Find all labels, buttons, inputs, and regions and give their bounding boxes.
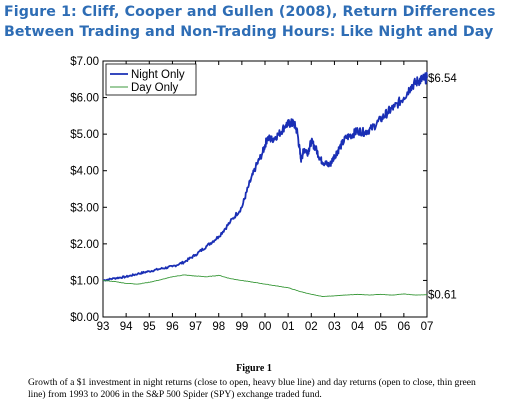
x-tick-label: 05: [374, 321, 387, 333]
caption-text: Growth of a $1 investment in night retur…: [28, 377, 476, 400]
x-tick-label: 95: [143, 321, 156, 333]
plot-border: [102, 60, 428, 318]
figure-heading: Figure 1: Cliff, Cooper and Gullen (2008…: [4, 4, 496, 40]
y-tick-label: $1.00: [70, 275, 99, 287]
x-tick-label: 93: [97, 321, 110, 333]
x-tick-label: 00: [259, 321, 272, 333]
legend-box: [105, 63, 197, 96]
series-day-line: [102, 274, 428, 298]
series-layer: [102, 71, 428, 298]
x-tick-label: 04: [351, 321, 364, 333]
y-tick-label: $3.00: [70, 202, 99, 214]
x-tick-label: 02: [305, 321, 318, 333]
x-tick-label: 97: [189, 321, 202, 333]
plot-frame: [102, 60, 428, 318]
x-tick-label: 94: [120, 321, 133, 333]
line-chart: $0.00 $1.00 $2.00 $3.00 $4.00 $5.00 $6.00 $7.00…: [70, 56, 457, 333]
x-tick-label: 03: [328, 321, 341, 333]
x-tick-label: 96: [166, 321, 179, 333]
y-tick-label: $2.00: [70, 239, 99, 251]
y-tick-label: $7.00: [70, 56, 99, 68]
y-tick-label: $4.00: [70, 166, 99, 178]
x-tick-label: 99: [235, 321, 248, 333]
night-end-label: $6.54: [428, 73, 457, 85]
y-tick-label: $5.00: [70, 129, 99, 141]
x-tick-label: 06: [397, 321, 410, 333]
series-night-line: [102, 71, 428, 282]
x-tick-label: 98: [212, 321, 225, 333]
x-tick-label: 01: [282, 321, 295, 333]
y-tick-label: $6.00: [70, 93, 99, 105]
y-axis: $0.00 $1.00 $2.00 $3.00 $4.00 $5.00 $6.00 $7.00: [70, 56, 427, 324]
x-axis: 93 94 95 96 97 98 99 00 01 02 03 04 05 06 07: [97, 61, 434, 333]
legend-day-label: Day Only: [131, 82, 179, 94]
y-tick-label: $0.00: [70, 312, 99, 324]
x-tick-label: 07: [421, 321, 434, 333]
legend-night-label: Night Only: [131, 69, 185, 81]
day-end-label: $0.61: [428, 290, 457, 302]
caption-title: Figure 1: [236, 363, 272, 374]
end-labels: $6.54 $0.61: [428, 73, 457, 302]
